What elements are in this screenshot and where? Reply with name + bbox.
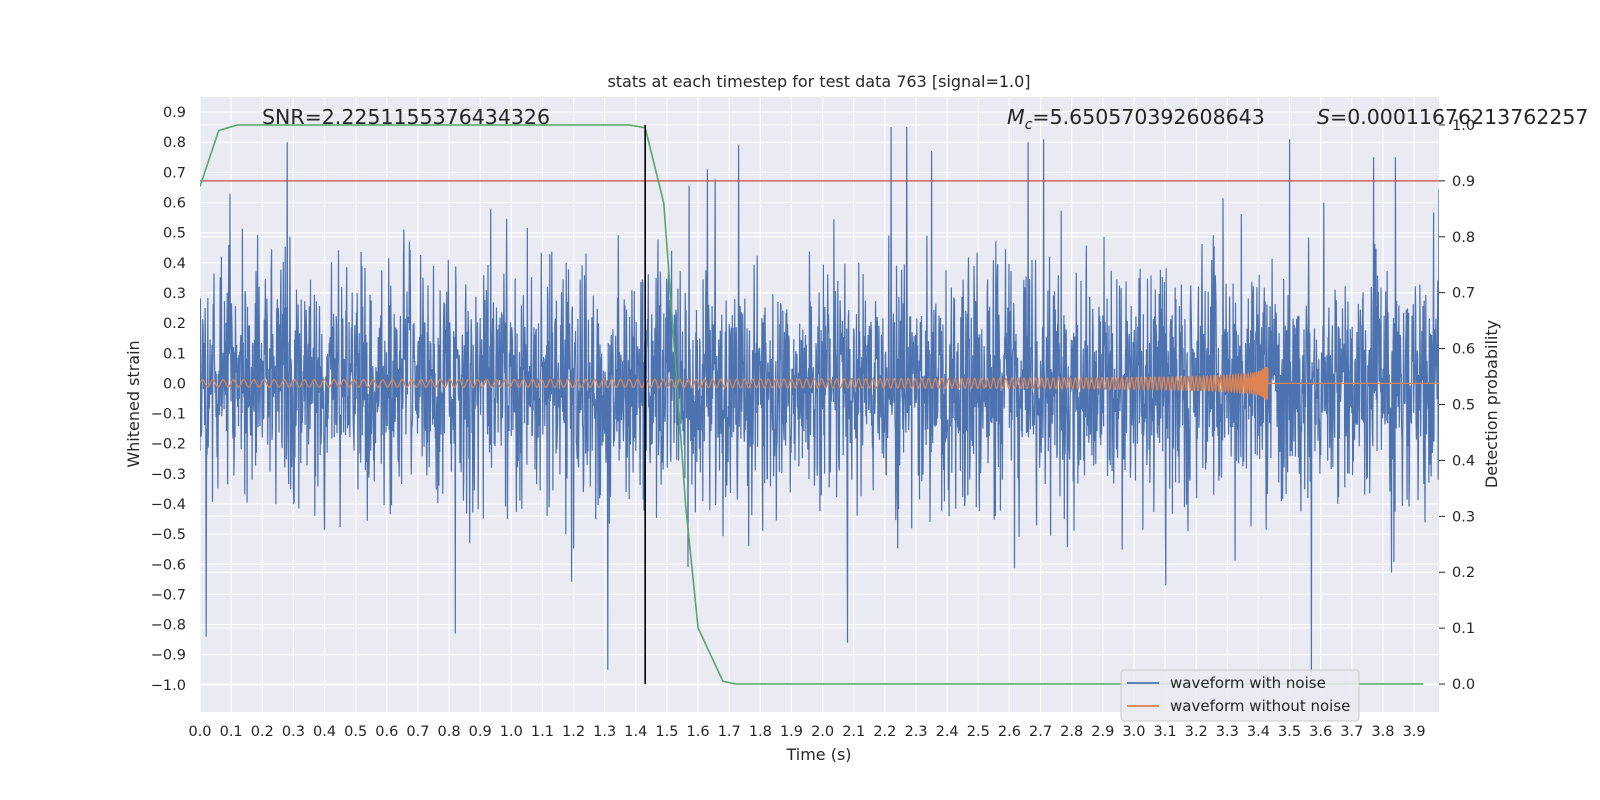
x-tick-label: 3.0 [1122,724,1145,740]
chirp-mass-annotation: Mc=5.650570392608643 [1007,105,1265,133]
x-tick-label: 2.9 [1091,724,1114,740]
x-tick-label: 1.2 [562,724,585,740]
x-tick-label: 0.8 [438,724,461,740]
x-axis-ticks: 0.0 0.1 0.2 0.3 0.4 0.5 0.6 0.7 0.8 0.9 1.0 1.1 1.2 1… [188,724,1425,740]
y-tick-label: −0.9 [151,648,186,664]
x-tick-label: 0.9 [469,724,492,740]
x-tick-label: 3.4 [1247,724,1270,740]
chirp-mass-subscript: c [1025,117,1033,133]
x-tick-label: 0.2 [251,724,274,740]
y-tick-label: −0.8 [151,618,186,634]
y2-tick-label: 0.6 [1452,342,1475,358]
y2-tick-label: 0.7 [1452,286,1475,302]
y2-tick-label: 0.8 [1452,230,1475,246]
s-value: =0.00011676213762257 [1330,105,1588,129]
y-tick-label: −0.4 [151,497,186,513]
y-tick-label: 0.3 [163,286,186,302]
x-tick-label: 1.8 [749,724,772,740]
series-detection-probability [200,124,1424,685]
x-tick-label: 0.5 [344,724,367,740]
y2-tick-label: 0.9 [1452,174,1475,190]
x-tick-label: 2.3 [904,724,927,740]
x-tick-label: 3.6 [1309,724,1332,740]
y2-axis-label: Detection probability [1482,320,1501,488]
legend-box [1120,669,1360,722]
x-axis-label: Time (s) [785,745,851,764]
y2-axis-ticks: 1.0 0.9 0.8 0.7 0.6 0.5 0.4 0.3 0.2 0.1 0.0 [1439,118,1475,693]
y2-tick-label: 0.2 [1452,565,1475,581]
x-tick-label: 1.3 [593,724,616,740]
y-tick-label: −0.5 [151,527,186,543]
y-axis-ticks: 0.9 0.8 0.7 0.6 0.5 0.4 0.3 0.2 0.1 0.0 −0.1 −0.2 −0… [151,105,186,694]
y-tick-label: 0.1 [163,346,186,362]
y2-tick-label: 0.3 [1452,509,1475,525]
x-tick-label: 2.4 [936,724,959,740]
x-tick-label: 3.7 [1340,724,1363,740]
y-tick-label: 0.0 [163,376,186,392]
legend-label-clean: waveform without noise [1170,697,1350,715]
y2-tick-label: 0.0 [1452,677,1475,693]
y-tick-label: 0.2 [163,316,186,332]
x-tick-label: 2.6 [998,724,1021,740]
y-tick-label: 0.6 [163,196,186,212]
x-tick-label: 1.4 [624,724,647,740]
chirp-mass-value: =5.650570392608643 [1032,105,1264,129]
x-tick-label: 2.2 [873,724,896,740]
s-symbol: S [1317,105,1330,129]
y-tick-label: −0.3 [151,467,186,483]
x-tick-label: 2.8 [1060,724,1083,740]
chart-title: stats at each timestep for test data 763… [607,72,1030,91]
y2-tick-label: 0.5 [1452,398,1475,414]
chirp-mass-symbol: M [1007,105,1025,129]
x-tick-label: 3.1 [1154,724,1177,740]
y-tick-label: −0.7 [151,587,186,603]
y-axis-label: Whitened strain [124,340,143,467]
legend: waveform with noise waveform without noi… [1120,669,1360,722]
x-tick-label: 3.3 [1216,724,1239,740]
y2-tick-label: 1.0 [1452,118,1475,134]
x-tick-label: 0.4 [313,724,336,740]
x-tick-label: 1.9 [780,724,803,740]
x-tick-label: 2.0 [811,724,834,740]
x-tick-label: 2.5 [967,724,990,740]
x-tick-label: 0.7 [406,724,429,740]
y2-tick-label: 0.1 [1452,621,1475,637]
x-tick-label: 1.0 [500,724,523,740]
x-tick-label: 1.6 [687,724,710,740]
x-tick-label: 1.5 [655,724,678,740]
y-tick-label: 0.5 [163,226,186,242]
y-tick-label: 0.8 [163,135,186,151]
x-tick-label: 1.7 [718,724,741,740]
series-waveform-with-noise [200,127,1439,673]
x-tick-label: 0.1 [220,724,243,740]
y-tick-label: 0.7 [163,165,186,181]
x-tick-label: 3.2 [1185,724,1208,740]
x-tick-label: 0.3 [282,724,305,740]
x-tick-label: 3.5 [1278,724,1301,740]
series-waveform-without-noise [200,366,1439,400]
y-tick-label: 0.4 [163,256,186,272]
y-tick-label: 0.9 [163,105,186,121]
x-tick-label: 0.6 [375,724,398,740]
y-tick-label: −0.1 [151,407,186,423]
y2-tick-label: 0.4 [1452,453,1475,469]
x-tick-label: 2.1 [842,724,865,740]
y-tick-label: −0.6 [151,557,186,573]
x-tick-label: 0.0 [188,724,211,740]
x-tick-label: 3.9 [1403,724,1426,740]
y-tick-label: −0.2 [151,437,186,453]
x-tick-label: 3.8 [1371,724,1394,740]
x-tick-label: 2.7 [1029,724,1052,740]
x-tick-label: 1.1 [531,724,554,740]
legend-label-noise: waveform with noise [1170,674,1326,692]
snr-annotation: SNR=2.2251155376434326 [262,105,550,129]
y-tick-label: −1.0 [151,678,186,694]
s-annotation: S=0.00011676213762257 [1317,105,1588,129]
